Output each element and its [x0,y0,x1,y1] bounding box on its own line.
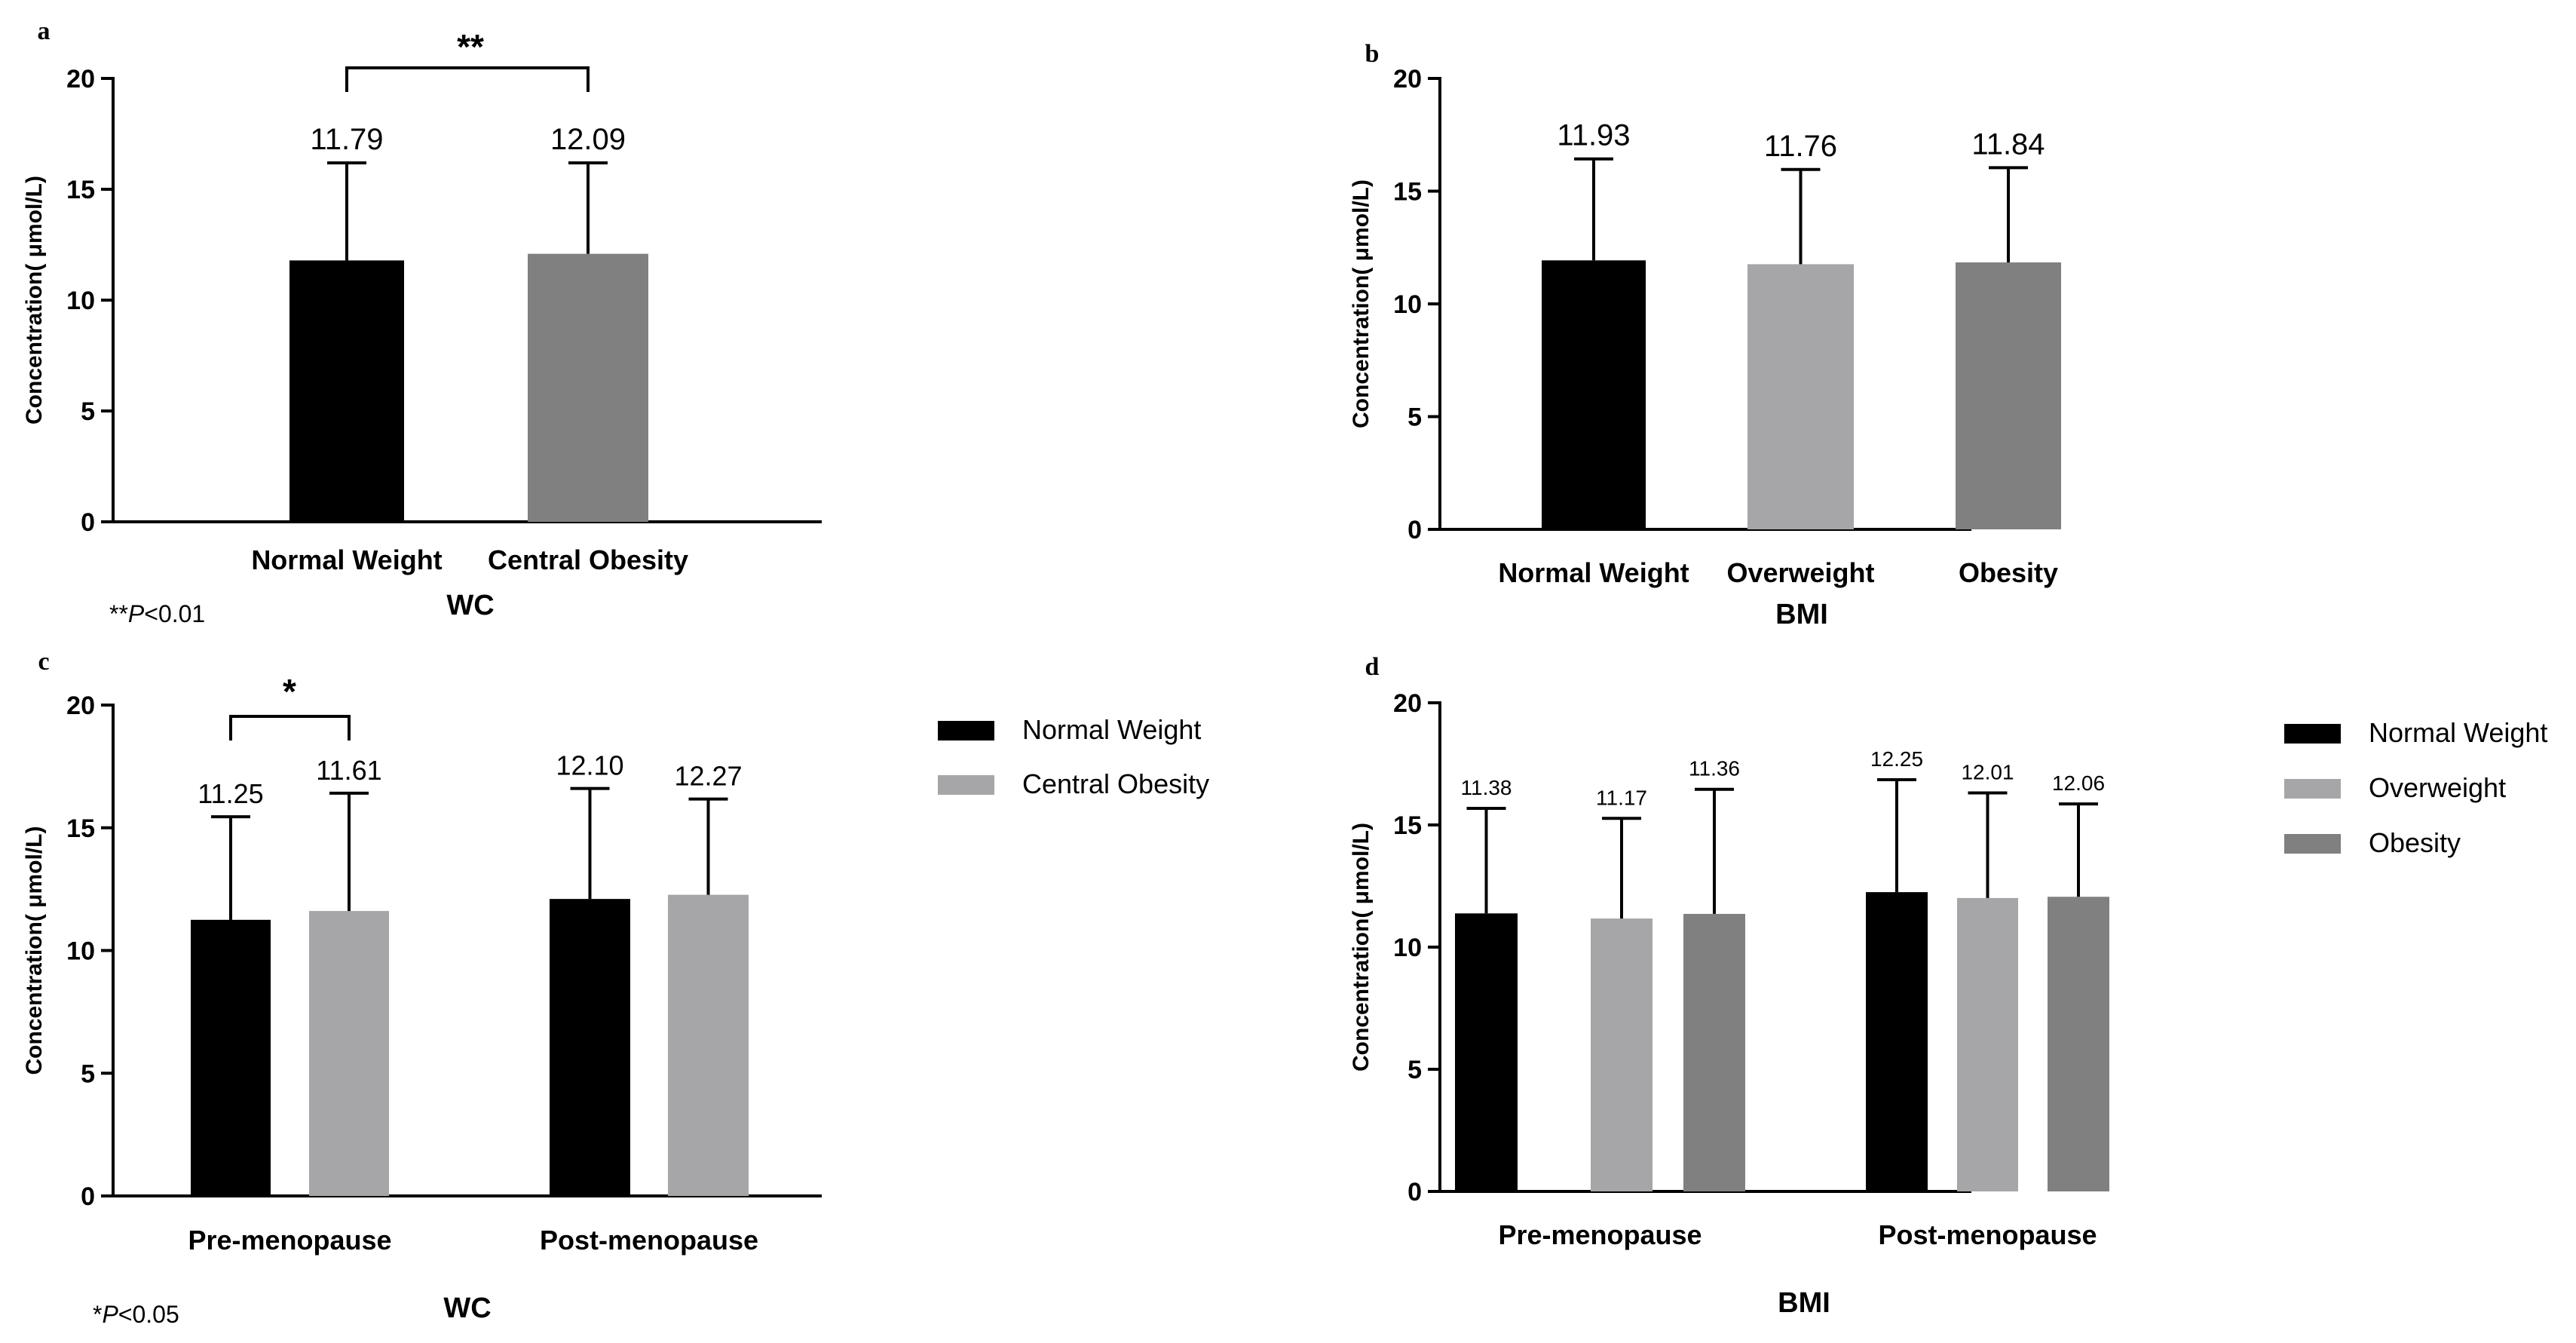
x-axis-title: BMI [1775,599,1828,630]
legend-label-0: Normal Weight [1022,714,1201,745]
series-2-cat-0-bar [1683,913,1745,1191]
x-axis-title: WC [446,590,494,621]
series-2-cat-1-value-label: 12.06 [2052,771,2105,795]
x-tick-label: Post-menopause [540,1225,758,1256]
x-tick-label: Pre-menopause [188,1225,391,1256]
series-0-cat-0-value-label: 11.25 [198,778,263,809]
cat-0-value-label: 11.79 [310,123,383,156]
panel-letter: d [1365,653,1380,681]
legend-label-1: Overweight [2369,772,2506,803]
footnote-p: P [128,600,145,627]
series-0-cat-1-value-label: 12.25 [1870,747,1923,771]
cat-2-bar [1956,262,2061,529]
x-axis-title: WC [443,1292,491,1324]
series-0-cat-1-bar [550,899,630,1196]
cat-0-bar [1542,260,1646,529]
y-tick-label: 0 [1407,516,1422,544]
y-tick-label: 15 [66,814,95,843]
footnote-p: P [102,1301,118,1328]
panel-b: b 0 5 10 15 20 Concentration( μmol/L) BMI 11.93 N… [1349,40,2061,630]
cat-1-value-label: 11.76 [1764,130,1837,163]
y-tick-label: 15 [1393,178,1422,207]
x-tick-label: Normal Weight [1498,557,1689,588]
y-tick-label: 15 [66,176,95,204]
panel-letter: c [38,648,49,676]
x-tick-label: Obesity [1959,557,2058,588]
series-1-cat-1-bar [668,894,749,1196]
footnote-stars: * [93,1301,102,1328]
series-1-cat-0-bar [309,911,389,1196]
x-tick-label: Central Obesity [488,544,688,575]
legend-swatch-2 [2284,834,2341,854]
series-1-cat-0-value-label: 11.61 [316,755,381,786]
series-1-cat-0-bar [1591,918,1652,1191]
series-2-cat-0-value-label: 11.36 [1689,757,1740,780]
y-tick-label: 5 [1407,1056,1422,1084]
legend-swatch-0 [2284,724,2341,744]
y-tick-label: 10 [1393,290,1422,319]
footnote: *P<0.05 [93,1301,179,1328]
series-0-cat-0-value-label: 11.38 [1461,776,1512,799]
y-tick-label: 5 [81,397,95,426]
y-tick-label: 5 [81,1059,95,1088]
x-tick-label: Post-menopause [1878,1219,2097,1250]
panel-letter: a [38,17,51,45]
legend-swatch-1 [938,775,994,795]
footnote: **P<0.01 [109,600,205,627]
legend-label-2: Obesity [2369,827,2461,858]
series-2-cat-1-bar [2048,897,2109,1191]
y-tick-label: 0 [81,1182,95,1211]
x-tick-label: Pre-menopause [1498,1219,1702,1250]
x-tick-label: Normal Weight [251,544,442,575]
significance-bracket [345,66,590,92]
y-tick-label: 20 [1393,689,1422,718]
y-tick-label: 20 [66,691,95,720]
series-1-cat-1-bar [1957,897,2018,1191]
x-tick-label: Overweight [1726,557,1874,588]
y-axis-label: Concentration( μmol/L) [22,176,47,425]
panel-a: a 0 5 10 15 20 Concentration( μmol/L) WC 11.79 No… [22,17,822,627]
x-axis-title: BMI [1778,1287,1830,1319]
y-tick-label: 10 [66,937,95,966]
significance-bracket [229,715,351,740]
cat-2-value-label: 11.84 [1971,127,2045,161]
series-0-cat-0-bar [1455,913,1518,1191]
series-0-cat-0-bar [191,919,271,1196]
y-tick-label: 20 [1393,65,1422,94]
significance-marker: ** [457,27,484,66]
legend-swatch-0 [938,721,994,740]
panel-letter: b [1365,40,1380,68]
cat-1-value-label: 12.09 [550,123,626,156]
y-tick-label: 0 [81,508,95,537]
y-tick-label: 20 [66,65,95,94]
cat-0-bar [289,260,404,522]
series-0-cat-1-value-label: 12.10 [556,750,623,781]
y-tick-label: 10 [1393,934,1422,962]
y-tick-label: 5 [1407,403,1422,432]
series-1-cat-0-value-label: 11.17 [1596,786,1647,809]
y-axis-label: Concentration( μmol/L) [1349,179,1374,428]
y-tick-label: 15 [1393,811,1422,840]
footnote-threshold: <0.01 [144,600,205,627]
footnote-stars: ** [109,600,128,627]
cat-1-bar [1747,264,1854,529]
y-axis-label: Concentration( μmol/L) [22,826,47,1075]
y-tick-label: 10 [66,287,95,315]
cat-1-bar [528,253,648,522]
y-tick-label: 0 [1407,1178,1422,1207]
series-1-cat-1-value-label: 12.01 [1961,761,2014,784]
cat-0-value-label: 11.93 [1557,119,1630,152]
y-axis-label: Concentration( μmol/L) [1349,823,1374,1072]
panel-d: d 0 5 10 15 20 Concentration( μmol/L) BMI 11.38 1… [1349,653,2547,1319]
legend-swatch-1 [2284,779,2341,799]
legend-label-1: Central Obesity [1022,768,1209,799]
series-1-cat-1-value-label: 12.27 [674,761,742,792]
footnote-threshold: <0.05 [118,1301,179,1328]
series-0-cat-1-bar [1866,892,1928,1191]
legend-label-0: Normal Weight [2369,717,2547,748]
significance-marker: * [283,672,296,711]
panel-c: c 0 5 10 15 20 Concentration( μmol/L) WC 11.25 11… [22,648,1209,1328]
